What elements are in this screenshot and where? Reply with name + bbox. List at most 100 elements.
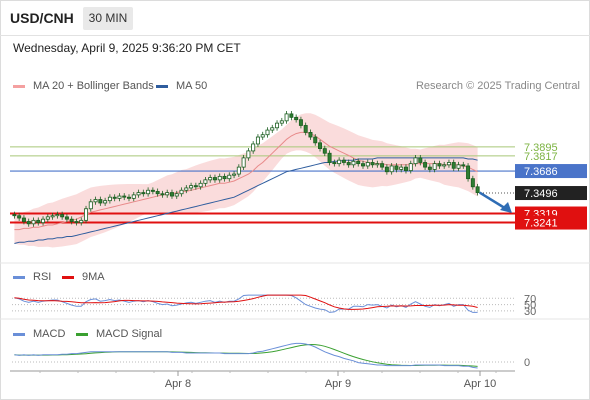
candle-body [284, 113, 289, 122]
candle-body [298, 119, 303, 126]
candle-body [155, 191, 160, 195]
copyright: Research © 2025 Trading Central [415, 80, 580, 92]
candle-body [437, 163, 442, 167]
candle-body [179, 189, 184, 195]
candle-body [84, 208, 89, 221]
legend-rsi: RSI [13, 271, 51, 283]
price-label-box [515, 164, 587, 179]
candle-body [193, 185, 198, 188]
candle-body [17, 215, 22, 219]
rsi-9ma-line [14, 294, 478, 310]
rsi-line [14, 294, 478, 313]
candle-body [265, 129, 270, 136]
legend-swatch [156, 84, 168, 88]
macd-zero-label: 0 [524, 357, 530, 369]
candle-body [41, 218, 46, 224]
candle-body [399, 166, 404, 170]
candle-body [45, 216, 50, 220]
candle-body [236, 166, 241, 175]
x-tick-label: Apr 9 [325, 378, 351, 390]
rsi-level-label: 50 [524, 300, 536, 312]
candle-body [375, 163, 380, 166]
candle-body [413, 157, 418, 165]
candle-body [107, 196, 112, 202]
candle-body [337, 159, 342, 165]
price-label-text: 7.3241 [524, 218, 558, 230]
ma50-line [14, 157, 478, 244]
candle-body [442, 164, 447, 167]
price-label-box [515, 186, 587, 201]
candle-body [88, 201, 93, 210]
legend-macd-label: MACD [33, 328, 66, 340]
candle-body [341, 159, 346, 163]
candle-body [160, 193, 165, 196]
candle-body [356, 160, 361, 165]
candle-body [327, 152, 332, 163]
legend-ma50: MA 50 [156, 80, 207, 92]
candle-body [427, 166, 432, 170]
candle-body [466, 165, 471, 180]
candle-body [313, 136, 318, 144]
candle-body [198, 182, 203, 188]
price-label: 7.3686 [515, 164, 587, 179]
candle-body [270, 127, 275, 131]
rsi-level-label: 30 [524, 306, 536, 318]
price-label-text: 7.3686 [524, 166, 558, 178]
timeframe-button[interactable]: 30 MIN [83, 7, 133, 30]
candle-body [79, 219, 84, 224]
candle-body [251, 143, 256, 152]
candle-body [74, 221, 79, 224]
candle-body [93, 199, 98, 203]
candle-body [384, 166, 389, 173]
candle-body [169, 192, 174, 197]
candle-body [122, 195, 127, 198]
candle-body [222, 175, 227, 180]
candle-body [241, 157, 246, 168]
candle-body [127, 196, 131, 199]
price-label: 7.3817 [524, 151, 558, 163]
candle-body [117, 195, 122, 199]
candle-body [112, 196, 117, 199]
price-label: 7.3241 [515, 215, 587, 230]
legend-9ma-label: 9MA [82, 271, 105, 283]
candle-body [279, 120, 284, 124]
candle-body [346, 162, 351, 166]
price-label-text: 7.3496 [524, 188, 558, 200]
candle-body [31, 219, 36, 225]
candle-body [217, 175, 222, 181]
ma20-line [14, 131, 478, 231]
legend-swatch [13, 275, 25, 279]
candle-body [203, 179, 208, 184]
bollinger-band [14, 113, 478, 248]
candle-body [275, 122, 280, 129]
candle-body [36, 219, 41, 224]
macd-line [14, 342, 478, 369]
candle-body [461, 164, 466, 167]
candle-body [60, 214, 65, 218]
candle-body [451, 162, 456, 169]
candle-body [189, 185, 194, 189]
candle-body [103, 200, 108, 204]
candle-body [141, 192, 146, 195]
candle-body [418, 157, 423, 163]
candle-body [232, 173, 237, 176]
legend-macd: MACD [13, 328, 65, 340]
candle-body [50, 215, 55, 218]
candle-body [260, 134, 265, 138]
candle-body [432, 163, 437, 170]
candle-body [446, 162, 451, 166]
forecast-arrow-head [500, 202, 512, 213]
legend-bollinger-label: MA 20 + Bollinger Bands [33, 80, 154, 92]
candle-body [150, 189, 155, 192]
candle-body [26, 221, 31, 225]
x-tick-label: Apr 8 [165, 378, 191, 390]
candle-body [174, 193, 179, 197]
candle-body [423, 162, 428, 168]
candle-body [389, 165, 394, 173]
legend-macd-signal: MACD Signal [76, 328, 162, 340]
candle-body [361, 163, 365, 167]
candle-body [380, 163, 385, 168]
candle-body [403, 166, 408, 171]
candle-body [456, 164, 461, 169]
